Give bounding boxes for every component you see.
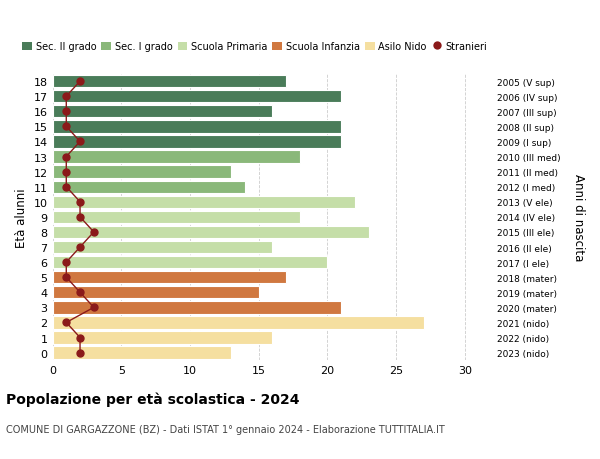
Point [61, 319, 71, 326]
Point [75, 139, 85, 146]
Bar [53, 347, 231, 359]
Point [75, 334, 85, 341]
Bar [53, 181, 245, 193]
Bar [53, 136, 341, 148]
Legend: Sec. II grado, Sec. I grado, Scuola Primaria, Scuola Infanzia, Asilo Nido, Stran: Sec. II grado, Sec. I grado, Scuola Prim… [22, 42, 487, 52]
Point [61, 153, 71, 161]
Text: COMUNE DI GARGAZZONE (BZ) - Dati ISTAT 1° gennaio 2024 - Elaborazione TUTTITALIA: COMUNE DI GARGAZZONE (BZ) - Dati ISTAT 1… [6, 424, 445, 434]
Point [75, 244, 85, 251]
Point [61, 184, 71, 191]
Point [61, 168, 71, 176]
Bar [53, 166, 231, 179]
Bar [53, 91, 341, 103]
Text: Popolazione per età scolastica - 2024: Popolazione per età scolastica - 2024 [6, 392, 299, 406]
Bar [53, 271, 286, 284]
Point [75, 214, 85, 221]
Point [89, 304, 98, 311]
Point [61, 274, 71, 281]
Point [75, 349, 85, 357]
Point [75, 78, 85, 86]
Point [75, 199, 85, 206]
Bar [53, 226, 368, 239]
Point [61, 93, 71, 101]
Y-axis label: Età alunni: Età alunni [15, 188, 28, 247]
Point [61, 259, 71, 266]
Bar [53, 241, 272, 254]
Bar [53, 196, 355, 208]
Bar [53, 76, 286, 88]
Bar [53, 106, 272, 118]
Point [75, 289, 85, 297]
Y-axis label: Anni di nascita: Anni di nascita [572, 174, 585, 261]
Bar [53, 286, 259, 299]
Bar [53, 151, 300, 163]
Point [61, 123, 71, 131]
Point [61, 108, 71, 116]
Bar [53, 302, 341, 314]
Bar [53, 317, 424, 329]
Bar [53, 211, 300, 224]
Bar [53, 121, 341, 133]
Point [89, 229, 98, 236]
Bar [53, 257, 328, 269]
Bar [53, 331, 272, 344]
